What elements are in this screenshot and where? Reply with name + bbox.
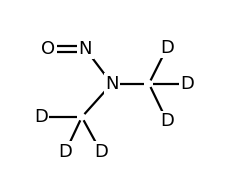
Text: N: N bbox=[79, 40, 92, 58]
Text: D: D bbox=[58, 143, 73, 161]
Text: D: D bbox=[94, 143, 108, 161]
Text: D: D bbox=[160, 39, 174, 57]
Text: D: D bbox=[180, 75, 194, 93]
Text: D: D bbox=[160, 112, 174, 130]
Text: O: O bbox=[41, 40, 55, 58]
Text: D: D bbox=[34, 108, 48, 126]
Text: N: N bbox=[105, 75, 118, 93]
